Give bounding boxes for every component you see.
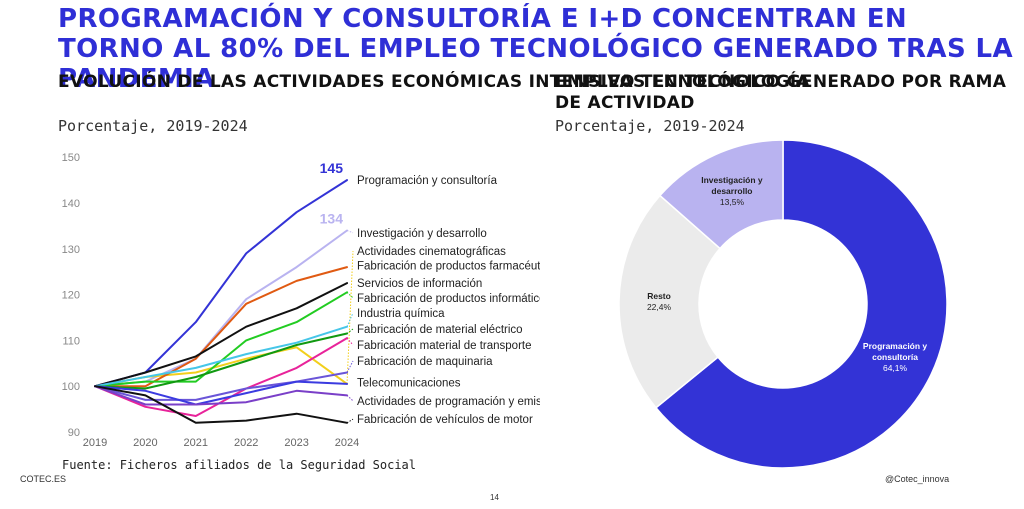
series-label: Fabricación de productos farmacéuticos xyxy=(357,261,540,273)
x-tick-label: 2020 xyxy=(133,437,157,449)
footer-site: COTEC.ES xyxy=(20,474,67,484)
donut-chart-subtitle: Porcentaje, 2019-2024 xyxy=(555,117,745,135)
series-leader-line xyxy=(346,251,354,384)
series-label: Telecomunicaciones xyxy=(357,378,461,390)
series-leader-line xyxy=(346,312,354,327)
x-tick-label: 2024 xyxy=(335,437,359,449)
series-leader-line xyxy=(346,394,354,402)
line-chart: 90 100 110 120 130 140 150 2019 2020 2021 2022 2023… xyxy=(62,152,540,449)
series-leader-line xyxy=(346,418,354,424)
slice-value: 22,4% xyxy=(647,302,672,312)
slice-label: desarrollo xyxy=(711,186,752,196)
line-chart-title: EVOLUCIÓN DE LAS ACTIVIDADES ECONÓMICAS … xyxy=(58,72,810,93)
series-label: Programación y consultoría xyxy=(357,175,498,187)
line-chart-subtitle: Porcentaje, 2019-2024 xyxy=(58,117,248,135)
series-label: Fabricación material de transporte xyxy=(357,340,532,352)
x-tick-label: 2019 xyxy=(83,437,107,449)
end-value-label: 134 xyxy=(320,210,344,226)
series-line xyxy=(94,325,348,388)
series-leader-line xyxy=(346,230,354,234)
series-line xyxy=(94,385,348,424)
series-label: Servicios de información xyxy=(357,278,482,290)
y-tick-label: 130 xyxy=(62,244,80,256)
slice-label: Programación y xyxy=(863,341,928,351)
series-line xyxy=(94,266,348,388)
y-tick-label: 90 xyxy=(68,427,80,439)
series-leader-line xyxy=(346,291,354,299)
series-label: Actividades de programación y emisión xyxy=(357,396,540,408)
series-label: Fabricación de vehículos de motor xyxy=(357,414,533,426)
donut-slice xyxy=(654,139,948,469)
series-line xyxy=(94,371,348,401)
y-tick-label: 150 xyxy=(62,152,80,164)
series-line xyxy=(94,380,348,406)
donut-chart-title-text: EMPLEO TECNOLÓGICO GENERADO POR RAMA DE … xyxy=(555,72,1007,113)
series-label: Investigación y desarrollo xyxy=(357,228,487,240)
page-number: 14 xyxy=(490,493,499,502)
slice-label: consultoría xyxy=(872,352,918,362)
series-label: Fabricación de maquinaria xyxy=(357,356,493,368)
series-label: Fabricación de material eléctrico xyxy=(357,324,523,336)
donut-chart-title: EMPLEO TECNOLÓGICO GENERADO POR RAMA DE … xyxy=(555,72,1024,114)
x-tick-label: 2021 xyxy=(184,437,208,449)
source-note: Fuente: Ficheros afiliados de la Segurid… xyxy=(62,458,417,472)
series-line xyxy=(94,385,348,406)
series-leader-line xyxy=(346,328,354,334)
x-tick-label: 2022 xyxy=(234,437,258,449)
x-tick-label: 2023 xyxy=(284,437,308,449)
series-label: Actividades cinematográficas xyxy=(357,246,506,258)
series-label: Industria química xyxy=(357,308,445,320)
donut-slice xyxy=(658,139,784,250)
footer-handle: @Cotec_innova xyxy=(885,474,950,484)
series-label: Fabricación de productos informáticos xyxy=(357,293,540,305)
page-headline: PROGRAMACIÓN Y CONSULTORÍA E I+D CONCENT… xyxy=(58,4,1014,94)
slice-value: 13,5% xyxy=(720,197,745,207)
line-chart-title-text: EVOLUCIÓN DE LAS ACTIVIDADES ECONÓMICAS … xyxy=(58,72,810,92)
donut-slice xyxy=(618,194,722,409)
slice-label: Resto xyxy=(647,291,671,301)
series-leader-line xyxy=(346,360,354,373)
end-value-label: 145 xyxy=(320,160,344,176)
y-tick-label: 100 xyxy=(62,381,80,393)
slice-label: Investigación y xyxy=(701,175,763,185)
series-line xyxy=(94,282,348,388)
y-tick-label: 120 xyxy=(62,290,80,302)
slice-value: 64,1% xyxy=(883,363,908,373)
series-line xyxy=(94,337,348,417)
y-tick-label: 140 xyxy=(62,198,80,210)
y-tick-label: 110 xyxy=(62,335,80,347)
series-line xyxy=(94,332,348,390)
